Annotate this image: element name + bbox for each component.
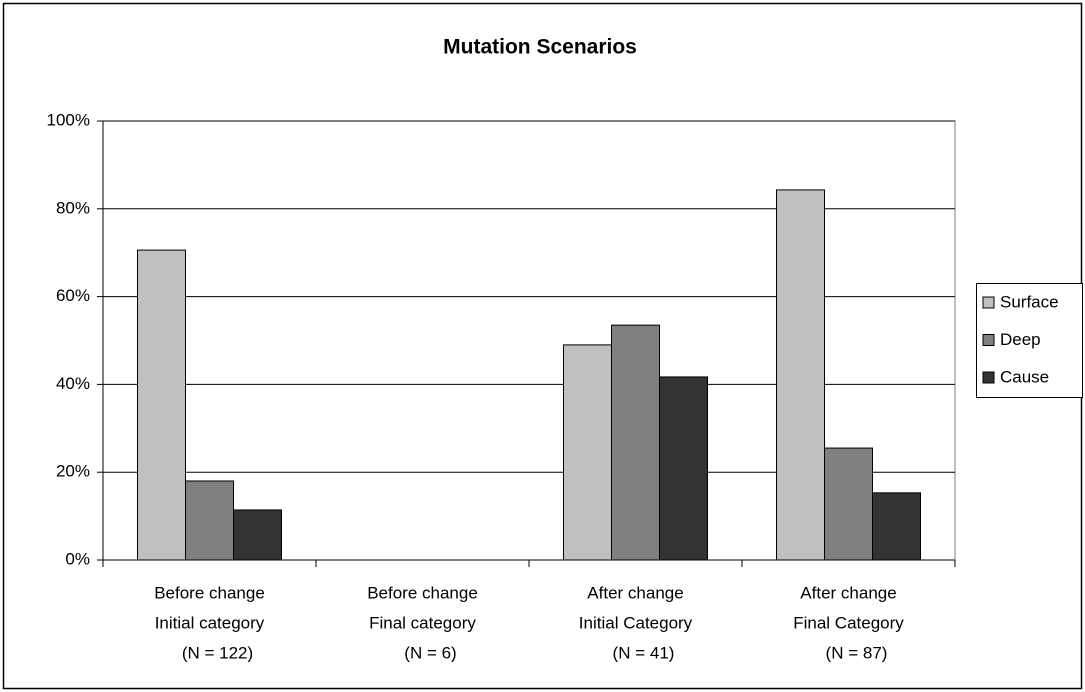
chart-title: Mutation Scenarios: [443, 36, 637, 59]
bar: [776, 189, 825, 561]
x-tick-label: Final Category: [793, 613, 904, 632]
bar: [824, 447, 873, 561]
x-tick-label: Before change: [367, 583, 478, 602]
legend-swatch: [982, 334, 995, 346]
bar: [563, 344, 612, 561]
y-tick-label: 60%: [56, 286, 90, 305]
x-tick-label: Before change: [154, 583, 265, 602]
x-tick-label: Initial Category: [579, 613, 693, 632]
legend-label: Surface: [1000, 292, 1059, 311]
bar: [872, 492, 921, 561]
x-tick-label: (N = 122): [182, 643, 253, 662]
x-tick-label: (N = 6): [404, 643, 456, 662]
legend-label: Deep: [1000, 330, 1041, 349]
x-tick-label: Final category: [369, 613, 476, 632]
x-tick-label: After change: [587, 583, 683, 602]
x-tick-label: Initial category: [155, 613, 265, 632]
y-tick-label: 20%: [56, 462, 90, 481]
legend-swatch: [982, 296, 995, 309]
bar: [137, 249, 186, 561]
y-tick-label: 100%: [47, 110, 90, 129]
bar: [659, 376, 708, 561]
x-tick-label: (N = 87): [826, 643, 888, 662]
x-tick-label: (N = 41): [613, 643, 675, 662]
y-tick-label: 80%: [56, 198, 90, 217]
x-tick-label: After change: [800, 583, 896, 602]
y-tick-label: 0%: [65, 549, 90, 568]
bar: [233, 509, 282, 561]
legend-label: Cause: [1000, 367, 1049, 386]
y-tick-label: 40%: [56, 374, 90, 393]
bar: [611, 324, 660, 561]
legend-swatch: [982, 371, 995, 384]
bar: [185, 480, 234, 561]
